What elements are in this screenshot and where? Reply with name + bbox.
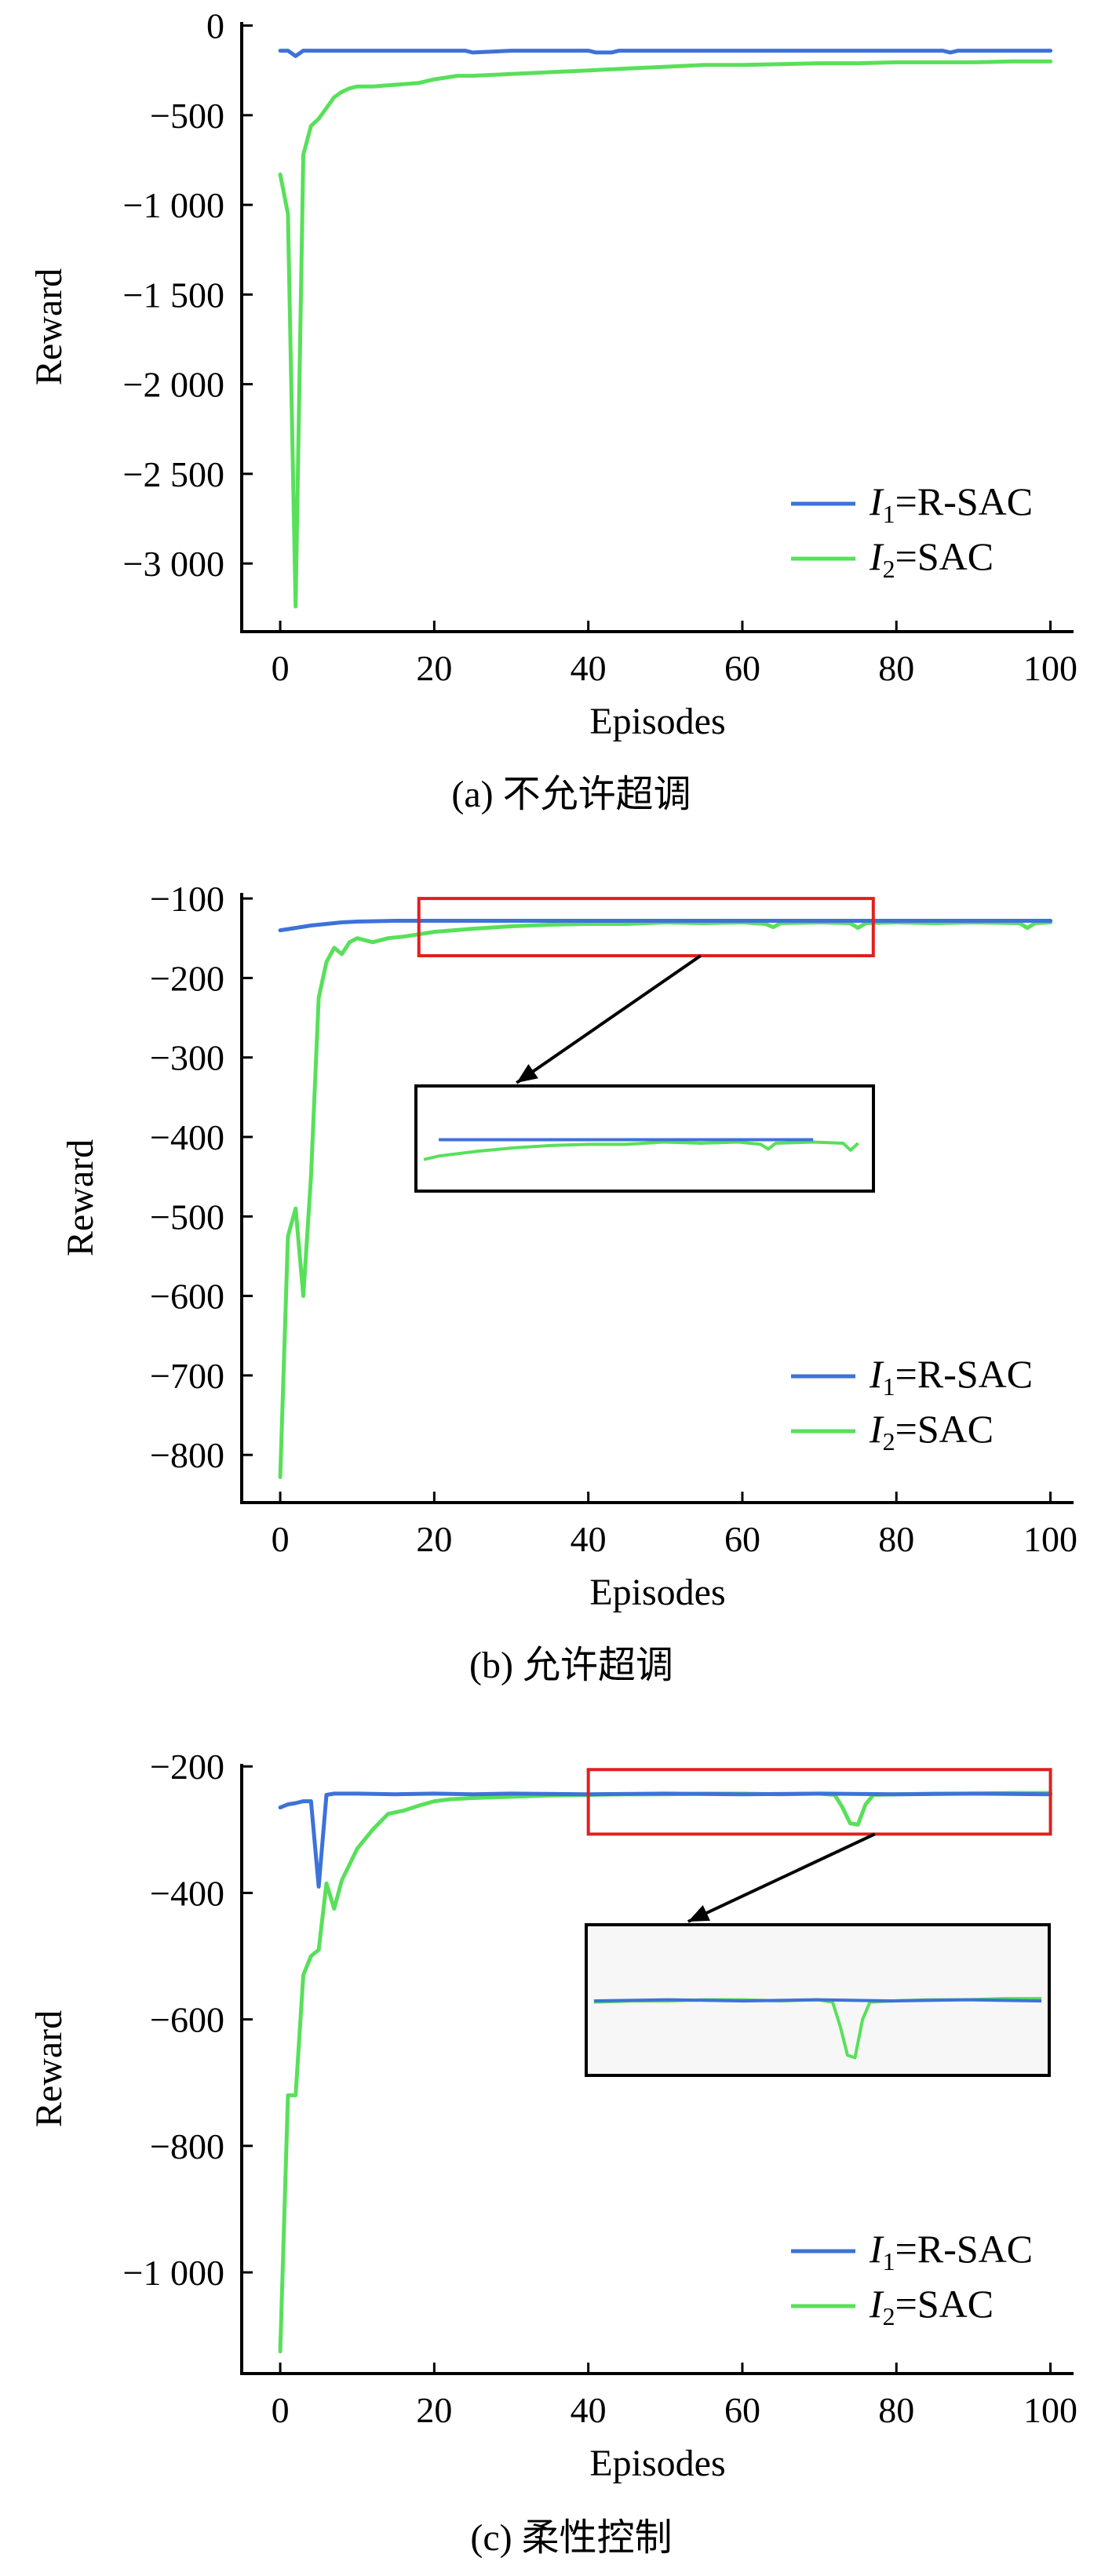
x-tick-label: 100 <box>1023 2390 1077 2430</box>
y-tick-label: −100 <box>150 879 224 919</box>
y-tick-label: −3 000 <box>123 544 224 584</box>
legend: I1=R-SAC I2=SAC <box>791 2227 1033 2330</box>
inset-line-r-sac <box>593 1998 1042 2003</box>
chart-caption: (a) 不允许超调 <box>451 774 691 815</box>
y-tick-label: −500 <box>150 1197 224 1237</box>
x-axis-label: Episodes <box>589 1572 725 1613</box>
zoom-arrow-head <box>516 1064 538 1083</box>
y-axis-label: Reward <box>60 1139 101 1256</box>
x-tick-label: 80 <box>878 1519 914 1559</box>
series-line-sac <box>278 1791 1053 2354</box>
zoom-inset-frame <box>414 1084 875 1193</box>
x-tick-label: 60 <box>724 648 760 688</box>
legend: I1=R-SAC I2=SAC <box>791 1352 1033 1456</box>
legend: I1=R-SAC I2=SAC <box>791 479 1033 583</box>
x-axis-label: Episodes <box>589 2443 725 2484</box>
chart-caption: (c) 柔性控制 <box>470 2517 672 2559</box>
x-tick-label: 20 <box>416 648 452 688</box>
x-axis-label: Episodes <box>589 701 725 742</box>
chart-c: 0 20 40 60 80 100 −200 −400 −600 −800 −1 000 Episod… <box>28 1747 1077 2559</box>
series-line-sac <box>278 59 1053 609</box>
y-tick-label: −500 <box>150 96 224 136</box>
y-tick-label: −700 <box>150 1356 224 1396</box>
zoom-arrow <box>687 1832 876 1923</box>
y-tick-label: 0 <box>206 6 224 46</box>
x-tick-label: 80 <box>878 648 914 688</box>
zoom-region-box <box>586 1768 1052 1836</box>
y-tick-label: −600 <box>150 1277 224 1317</box>
chart-a: 0 20 40 60 80 100 0 −500 −1 000 −1 500 −2 000 −2 50… <box>28 6 1077 815</box>
legend-label-sac: I2=SAC <box>869 534 994 583</box>
zoom-arrow-head <box>687 1905 711 1922</box>
y-tick-label: −1 000 <box>123 185 224 225</box>
y-axis-label: Reward <box>28 268 70 385</box>
x-tick-label: 40 <box>571 648 607 688</box>
y-tick-label: −2 500 <box>123 454 224 494</box>
x-tick-label: 40 <box>571 1519 607 1559</box>
y-axis-label: Reward <box>28 2010 70 2127</box>
x-tick-label: 80 <box>878 2390 914 2430</box>
y-tick-label: −1 500 <box>123 275 224 315</box>
x-tick-label: 60 <box>724 2390 760 2430</box>
zoom-inset-frame <box>585 1923 1051 2077</box>
legend-label-r-sac: I1=R-SAC <box>869 479 1033 528</box>
legend-label-r-sac: I1=R-SAC <box>869 2227 1033 2275</box>
zoom-arrow <box>516 954 702 1084</box>
x-tick-label: 100 <box>1023 1519 1077 1559</box>
x-tick-label: 0 <box>272 2390 290 2430</box>
x-tick-label: 20 <box>416 1519 452 1559</box>
series-line-r-sac <box>278 919 1053 933</box>
y-tick-label: −400 <box>150 1117 224 1157</box>
series-line-r-sac <box>278 49 1053 58</box>
inset-line-sac <box>423 1140 859 1161</box>
y-tick-label: −1 000 <box>123 2253 224 2293</box>
y-tick-label: −400 <box>150 1873 224 1913</box>
legend-label-r-sac: I1=R-SAC <box>869 1352 1033 1401</box>
x-tick-label: 100 <box>1023 648 1077 688</box>
x-tick-label: 0 <box>272 1519 290 1559</box>
y-tick-label: −200 <box>150 1747 224 1787</box>
zoom-inset <box>414 1084 875 1193</box>
series-line-r-sac <box>278 1791 1053 1889</box>
y-tick-label: −200 <box>150 958 224 998</box>
chart-b: 0 20 40 60 80 100 −100 −200 −300 −400 −500 −600 −700… <box>60 879 1077 1686</box>
x-tick-label: 20 <box>416 2390 452 2430</box>
y-tick-label: −800 <box>150 2126 224 2166</box>
legend-label-sac: I2=SAC <box>869 1407 994 1456</box>
y-tick-label: −600 <box>150 2000 224 2040</box>
zoom-region-box <box>417 897 875 958</box>
legend-label-sac: I2=SAC <box>869 2282 994 2330</box>
x-tick-label: 60 <box>724 1519 760 1559</box>
chart-caption: (b) 允许超调 <box>469 1645 673 1686</box>
x-tick-label: 0 <box>272 648 290 688</box>
y-tick-label: −2 000 <box>123 365 224 405</box>
x-tick-label: 40 <box>571 2390 607 2430</box>
y-tick-label: −300 <box>150 1038 224 1078</box>
zoom-inset <box>585 1923 1051 2077</box>
y-tick-label: −800 <box>150 1435 224 1475</box>
